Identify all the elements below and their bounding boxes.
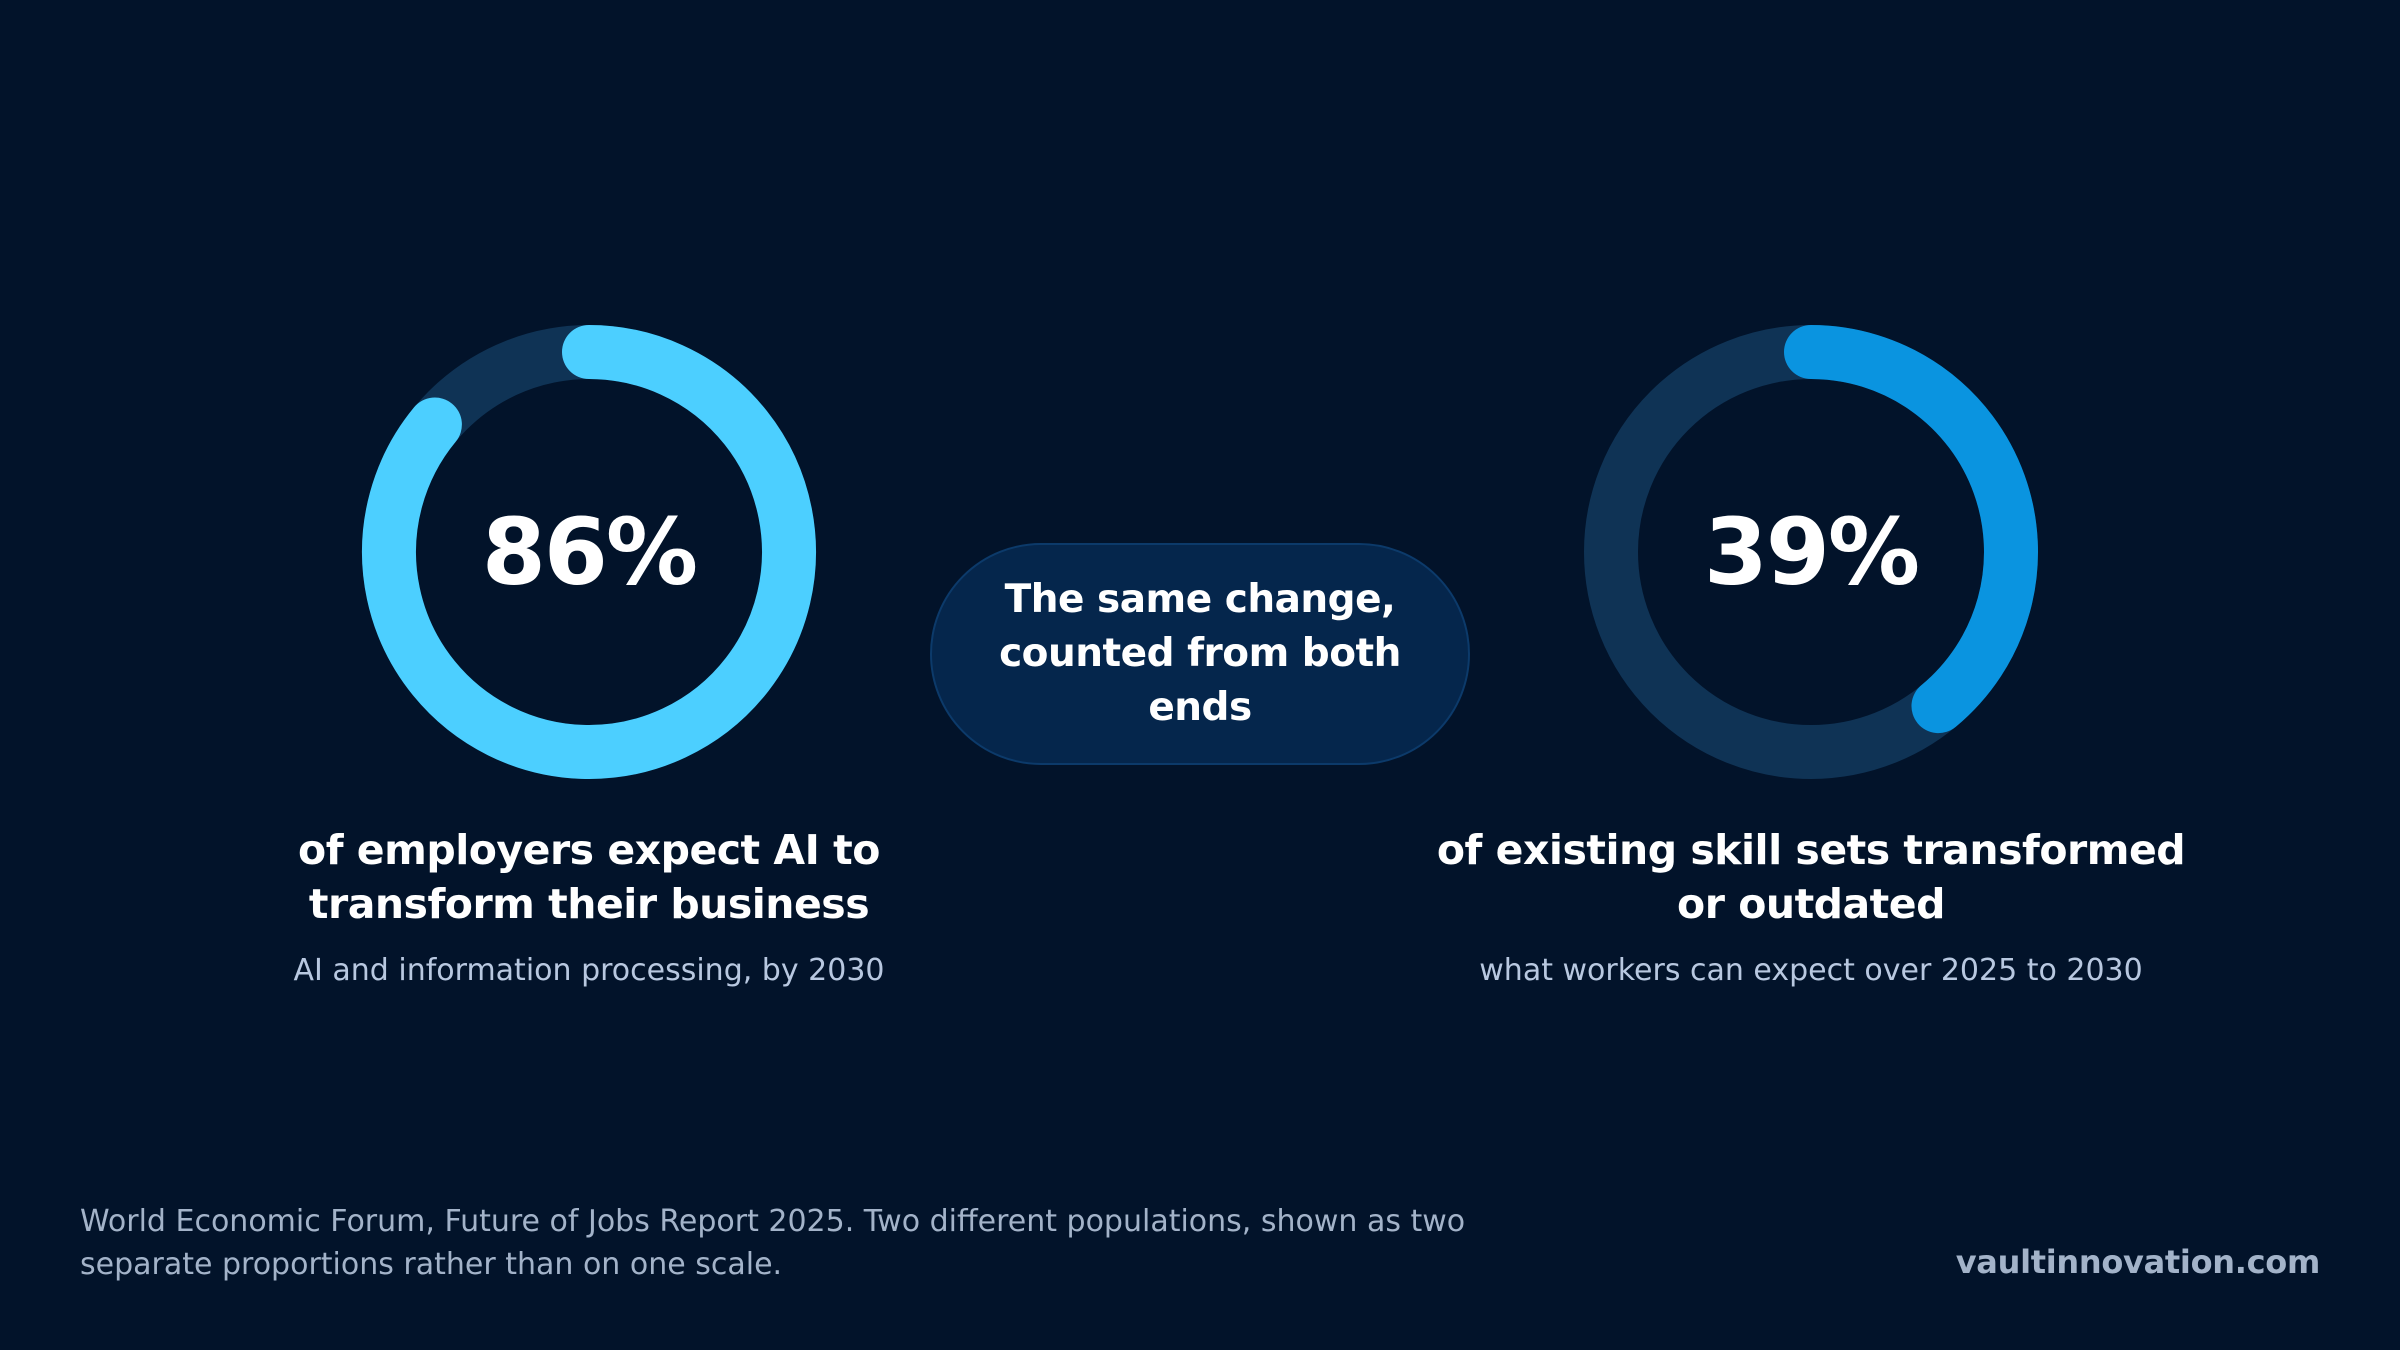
skills-stat-sublabel: what workers can expect over 2025 to 203… bbox=[1479, 953, 2143, 988]
donut-chart-skills: 39% bbox=[1584, 325, 2038, 779]
donut-value-label: 39% bbox=[1704, 499, 1918, 606]
source-footnote: World Economic Forum, Future of Jobs Rep… bbox=[80, 1204, 1466, 1282]
employers-stat-label: of employers expect AI to transform thei… bbox=[298, 826, 880, 928]
donut-arc bbox=[1784, 325, 2038, 734]
callout-pill: The same change, counted from both ends bbox=[930, 543, 1470, 765]
callout-text: The same change, counted from both ends bbox=[999, 577, 1401, 730]
donut-value-label: 86% bbox=[482, 499, 696, 606]
brand-url: vaultinnovation.com bbox=[1955, 1243, 2321, 1281]
employers-stat-sublabel: AI and information processing, by 2030 bbox=[293, 953, 885, 988]
skills-stat-label: of existing skill sets transformed or ou… bbox=[1436, 826, 2186, 928]
donut-chart-employers: 86% bbox=[362, 325, 816, 779]
donut-arc bbox=[362, 325, 816, 779]
